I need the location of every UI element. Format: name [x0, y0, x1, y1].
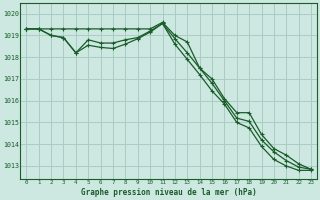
X-axis label: Graphe pression niveau de la mer (hPa): Graphe pression niveau de la mer (hPa)	[81, 188, 257, 197]
